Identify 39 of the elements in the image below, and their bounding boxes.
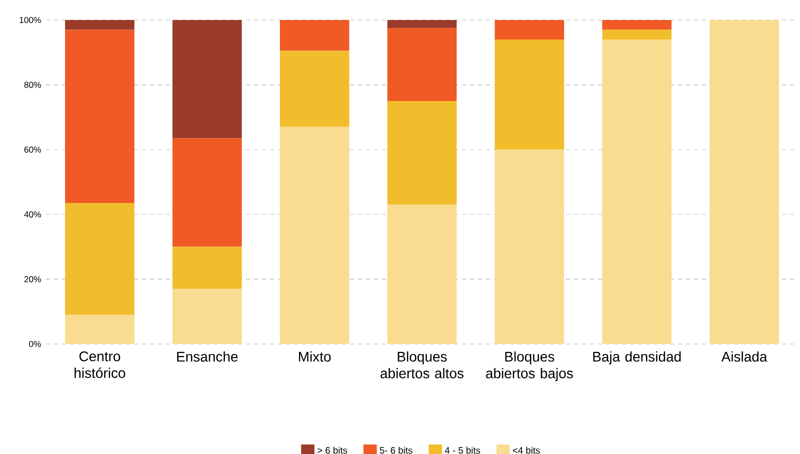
x-tick-label: Aislada — [721, 351, 768, 362]
y-tick-label: 0% — [29, 340, 41, 348]
bar — [494, 20, 564, 40]
bar — [172, 246, 242, 289]
y-tick-label: 80% — [24, 82, 41, 88]
y-tick-label: 20% — [24, 276, 41, 282]
bar — [65, 203, 134, 315]
bar — [65, 314, 134, 344]
bar — [280, 126, 350, 344]
bar — [494, 150, 564, 344]
bar — [602, 39, 672, 344]
bar — [172, 138, 242, 247]
bar — [387, 28, 457, 101]
bar — [280, 20, 350, 51]
legend-label: 4 - 5 bits — [444, 446, 480, 454]
bar — [602, 20, 672, 30]
x-tick-label: Baja densidad — [593, 351, 681, 364]
x-tick-label: Ensanche — [177, 351, 238, 362]
legend-label: 5- 6 bits — [380, 446, 412, 454]
bar — [387, 101, 457, 205]
bar — [387, 204, 457, 344]
bar — [65, 20, 134, 30]
y-tick-label: 60% — [24, 146, 41, 153]
bar — [65, 30, 134, 204]
bar — [387, 20, 457, 28]
bar — [602, 30, 672, 40]
x-tick-label: Mixto — [299, 351, 331, 362]
x-tick-label: Bloques abiertos altos — [380, 351, 464, 378]
bar — [710, 20, 779, 344]
x-tick-label: Bloques abiertos bajos — [486, 351, 573, 382]
bar — [280, 50, 350, 127]
bar — [494, 39, 564, 150]
bar — [172, 288, 242, 344]
bar — [172, 20, 242, 138]
y-tick-label: 100% — [20, 16, 41, 24]
x-tick-label: Centro histórico — [74, 351, 126, 378]
y-tick-label: 40% — [24, 211, 41, 218]
legend-label: <4 bits — [512, 446, 540, 454]
legend-label: > 6 bits — [318, 446, 348, 454]
